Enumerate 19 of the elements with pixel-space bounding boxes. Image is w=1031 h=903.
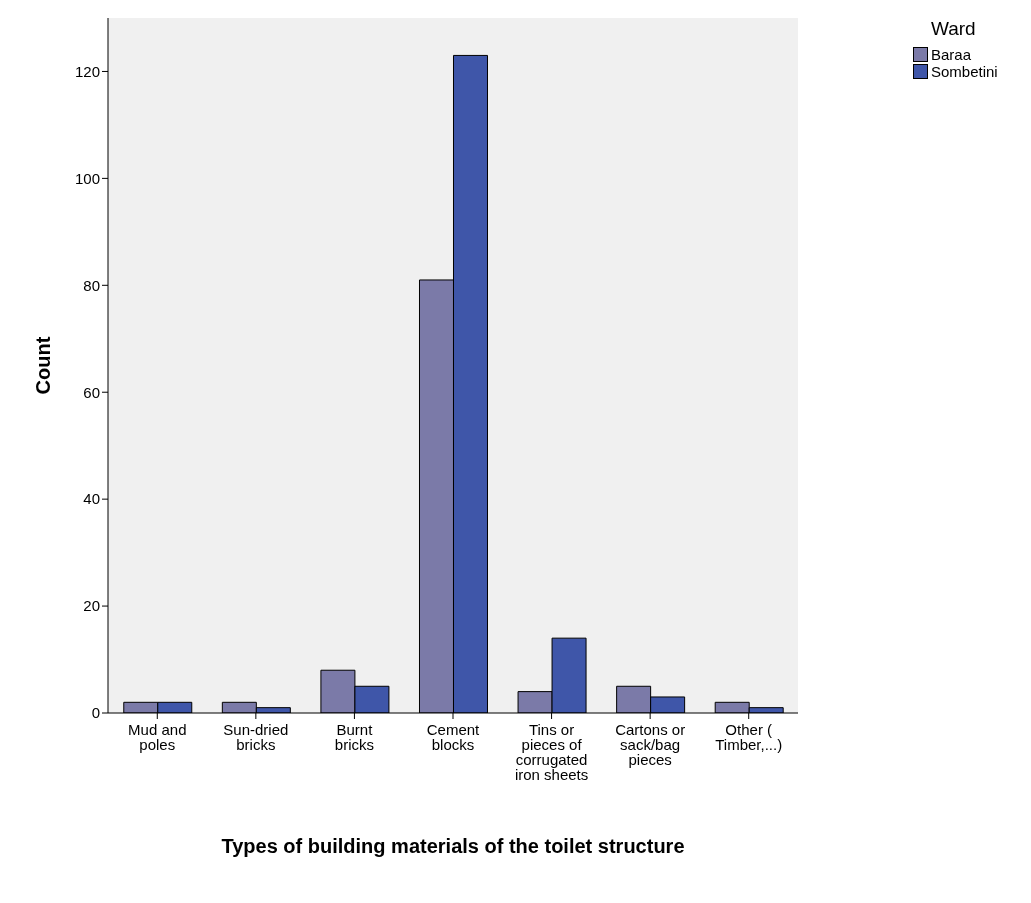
y-axis-title: Count	[32, 336, 55, 395]
x-tick-label: Other ( Timber,...)	[715, 721, 783, 753]
legend-label: Baraa	[931, 46, 972, 63]
x-tick-label: Mud and poles	[128, 721, 187, 753]
y-tick-label: 120	[74, 62, 100, 80]
y-tick-label: 60	[83, 383, 100, 401]
y-tick-label: 40	[83, 490, 100, 508]
y-tick-label: 20	[83, 597, 100, 615]
x-tick-label: Cement blocks	[426, 721, 481, 753]
legend-label: Sombetini	[931, 63, 998, 80]
x-axis-title: Types of building materials of the toilet structure	[221, 835, 685, 857]
legend-title: Ward	[930, 18, 977, 40]
y-tick-label: 80	[83, 276, 100, 294]
y-tick-label: 0	[91, 704, 100, 722]
y-tick-label: 100	[74, 169, 100, 187]
x-tick-label: Tins or pieces of corrugated iron sheets	[514, 721, 589, 783]
x-tick-label: Burnt bricks	[334, 721, 375, 753]
x-tick-label: Cartons or sack/bag pieces	[615, 721, 686, 768]
x-tick-label: Sun-dried bricks	[223, 721, 289, 753]
